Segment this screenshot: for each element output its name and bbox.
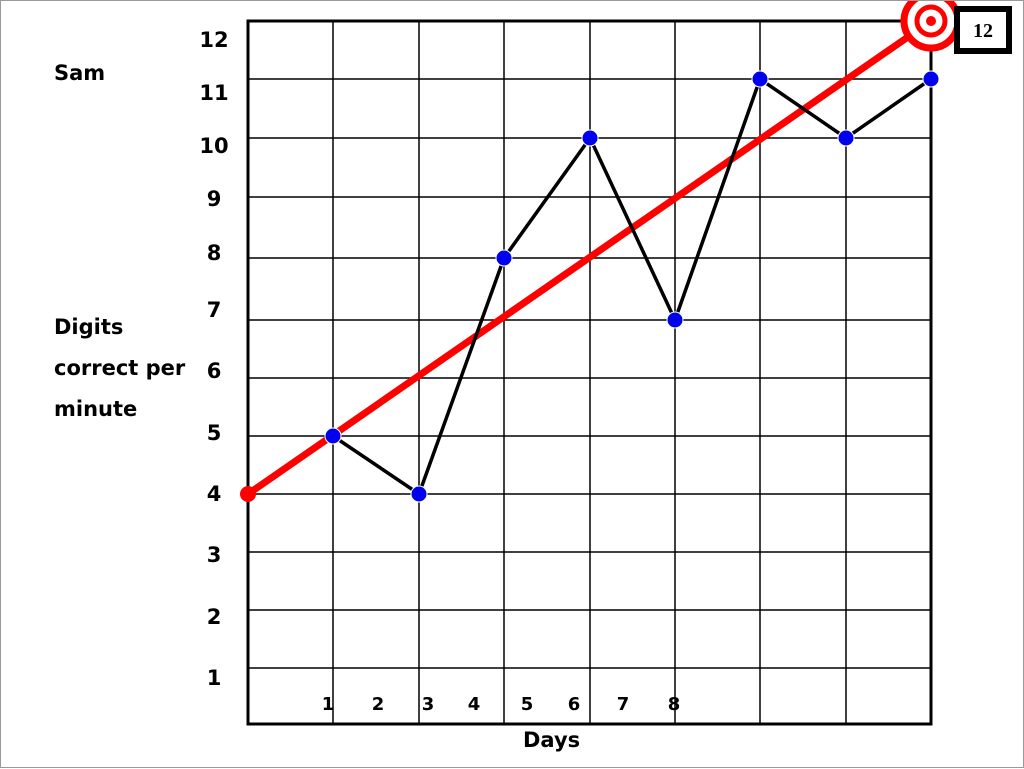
data-point (751, 70, 769, 88)
aim-line (244, 17, 935, 498)
data-point (495, 249, 513, 267)
y-tick-label: 10 (199, 134, 228, 158)
aim-line-start-point (240, 486, 256, 502)
x-tick-label: 4 (468, 694, 481, 715)
student-name: Sam (54, 61, 106, 85)
x-tick-label: 5 (521, 694, 534, 715)
x-tick-label: 2 (372, 694, 385, 715)
data-point (837, 129, 855, 147)
target-icon (900, 1, 962, 52)
y-tick-label: 6 (207, 359, 222, 383)
x-tick-label: 3 (422, 694, 435, 715)
x-tick-label: 6 (568, 694, 581, 715)
y-tick-label: 12 (199, 28, 228, 52)
y-tick-label: 1 (207, 666, 222, 690)
data-point (324, 427, 342, 445)
y-tick-label: 8 (207, 241, 222, 265)
x-axis-label: Days (523, 728, 581, 752)
y-tick-label: 11 (199, 81, 228, 105)
data-point (922, 70, 940, 88)
y-tick-label: 4 (207, 482, 222, 506)
y-axis-label: Digits correct per minute (54, 315, 186, 421)
data-series-line (332, 77, 932, 496)
x-tick-label: 8 (668, 694, 681, 715)
goal-value: 12 (973, 20, 993, 42)
y-tick-label: 7 (207, 298, 222, 322)
y-tick-label: 9 (207, 187, 222, 211)
plot-frame (246, 19, 933, 726)
x-tick-label: 7 (617, 694, 630, 715)
y-tick-label: 2 (207, 605, 222, 629)
data-point (666, 311, 684, 329)
y-tick-label: 3 (207, 543, 222, 567)
data-point (410, 485, 428, 503)
target-center (926, 16, 936, 26)
y-tick-label: 5 (207, 421, 222, 445)
data-point (581, 129, 599, 147)
x-tick-label: 1 (322, 694, 335, 715)
goal-value-box: 12 (954, 6, 1012, 54)
